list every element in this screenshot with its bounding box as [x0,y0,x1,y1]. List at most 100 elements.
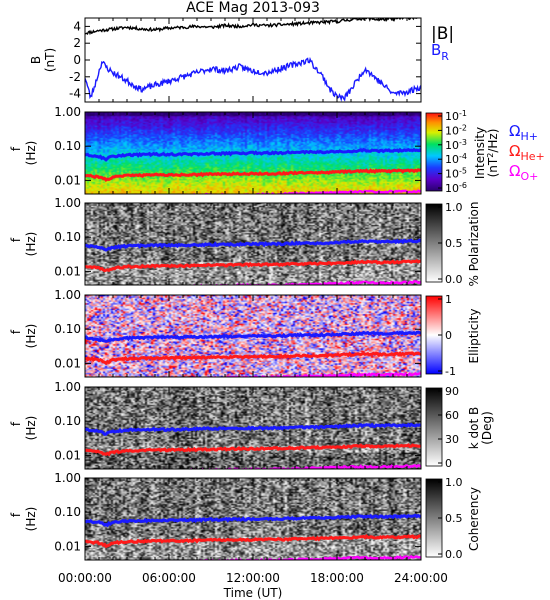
gyro-he-line [85,168,421,182]
y-tick-label: 0.10 [54,230,81,244]
y-tick-label: -2 [69,70,81,84]
legend-b-r-label: BR [431,41,449,63]
gyro-h-line [85,513,421,528]
intensity-panel: 1.00 0.10 0.01 f (Hz) 10-110-210-310-410-510-… [9,105,500,195]
colorbar-tick-label: 0.0 [445,273,463,286]
x-tick-label: 06:00:00 [142,571,196,585]
colorbar-unit: (nT2/Hz) [486,129,500,178]
magnetic-field-panel: 4 2 0 -2 -4 B (nT) |B| BR [29,17,454,103]
y-tick-label: 1.00 [54,196,81,210]
y-tick-label: 0.01 [54,539,81,553]
y-axis-unit: (Hz) [24,232,38,257]
gyro-he-line [85,259,421,273]
legend-b-total: |B| [431,24,454,44]
y-axis-label: f [9,146,23,151]
colorbar-label: % Polarization [467,202,481,287]
colorbar-tick-label: 10-1 [445,109,467,123]
ellipticity-panel: 1.00 0.10 0.01 f (Hz) 1 0 -1 Ellipticity [9,288,481,378]
colorbar-tick-label: 0 [445,329,452,342]
y-axis-unit: (nT) [43,48,57,72]
y-tick-label: 1.00 [54,380,81,394]
colorbar-tick-label: 1.0 [445,201,463,214]
legend-b-r: BR [431,41,449,63]
y-tick-label: 0.01 [54,264,81,278]
y-axis-label: f [9,421,23,426]
y-tick-label: 2 [73,36,81,50]
k-dot-b-panel: 1.00 0.10 0.01 f (Hz) 90 60 30 0 k dot B (Deg) [9,380,494,470]
x-tick-label: 12:00:00 [226,571,280,585]
y-tick-label: 0 [73,53,81,67]
spectrogram-image [85,387,421,469]
x-tick-label: 00:00:00 [58,571,112,585]
y-tick-label: 4 [73,19,81,33]
intensity-colorbar: 10-110-210-310-410-510-6 Intensity (nT2/Hz… [425,109,500,195]
y-tick-label: 1.00 [54,105,81,119]
colorbar-tick-label: 0.5 [445,237,463,250]
gyro-label-h: ΩH+ [509,122,538,143]
spectrogram-image [85,112,421,194]
gyro-legend: ΩH+ ΩHe+ ΩO+ [509,122,545,183]
gyro-h-line [85,147,421,162]
colorbar-tick-label: 10-5 [445,167,467,181]
b-r-line [85,56,421,102]
x-tick-label: 24:00:00 [394,571,448,585]
polarization-panel: 1.00 0.10 0.01 f (Hz) 1.0 0.5 0.0 % Polarization [9,196,481,287]
y-axis-unit: (Hz) [24,324,38,349]
gyro-he-line [85,351,421,366]
colorbar-scale [425,387,443,467]
colorbar-label: Ellipticity [467,309,481,364]
colorbar-tick-label: 60 [445,409,459,422]
gyro-h-line [85,238,421,252]
colorbar-tick-label: 0.0 [445,548,463,561]
y-axis-label: f [9,237,23,242]
gyro-he-line [85,534,421,549]
gyro-label-he: ΩHe+ [509,142,545,163]
y-tick-label: 0.10 [54,139,81,153]
colorbar-label: k dot B [467,407,481,449]
y-tick-label: 0.01 [54,448,81,462]
ellipticity-colorbar: 1 0 -1 Ellipticity [425,293,481,378]
y-tick-label: 1.00 [54,288,81,302]
y-axis-unit: (Hz) [24,416,38,441]
y-axis-label: f [9,512,23,517]
polarization-colorbar: 1.0 0.5 0.0 % Polarization [425,201,481,287]
y-ticks: 4 2 0 -2 -4 [69,19,421,101]
y-tick-label: 0.10 [54,322,81,336]
colorbar-tick-label: 10-4 [445,152,467,166]
x-axis: 00:00:00 06:00:00 12:00:00 18:00:00 24:00:00 [58,18,448,585]
gyro-h-line [85,422,421,436]
colorbar-label: Intensity [473,127,487,179]
colorbar-tick-label: 30 [445,433,459,446]
colorbar-tick-label: 1.0 [445,476,463,489]
y-tick-label: 0.10 [54,505,81,519]
x-axis-label: Time (UT) [223,586,283,600]
y-axis-unit: (Hz) [24,141,38,166]
gyro-o-line [148,280,421,285]
colorbar-scale [425,112,443,192]
colorbar-tick-label: -1 [445,365,456,378]
y-tick-label: 0.01 [54,356,81,370]
y-tick-label: 1.00 [54,471,81,485]
y-tick-label: 0.01 [54,173,81,187]
colorbar-tick-label: 10-6 [445,181,467,195]
gyro-label-o: ΩO+ [509,162,538,183]
gyro-o-line [86,189,421,194]
spectrogram-image [85,295,421,377]
coherency-colorbar: 1.0 0.5 0.0 Coherency [425,476,481,561]
colorbar-label: Coherency [467,487,481,551]
chart-title: ACE Mag 2013-093 [186,0,320,16]
colorbar-tick-label: 10-2 [445,123,467,137]
colorbar-tick-label: 0 [445,457,452,470]
spectrogram-panels: 1.000.100.01f (Hz)10-110-210-310-410-510-… [9,105,500,561]
y-axis-label: B [29,56,43,64]
k-dot-b-colorbar: 90 60 30 0 k dot B (Deg) [425,385,494,470]
gyro-h-line [85,330,421,343]
colorbar-tick-label: 10-3 [445,138,467,152]
colorbar-tick-label: 0.5 [445,512,463,525]
y-tick-label: 0.10 [54,414,81,428]
colorbar-tick-label: 1 [445,293,452,306]
coherency-panel: 1.00 0.10 0.01 f (Hz) 1.0 0.5 0.0 Coherency [9,471,481,561]
x-tick-label: 18:00:00 [310,571,364,585]
colorbar-tick-label: 90 [445,385,459,398]
